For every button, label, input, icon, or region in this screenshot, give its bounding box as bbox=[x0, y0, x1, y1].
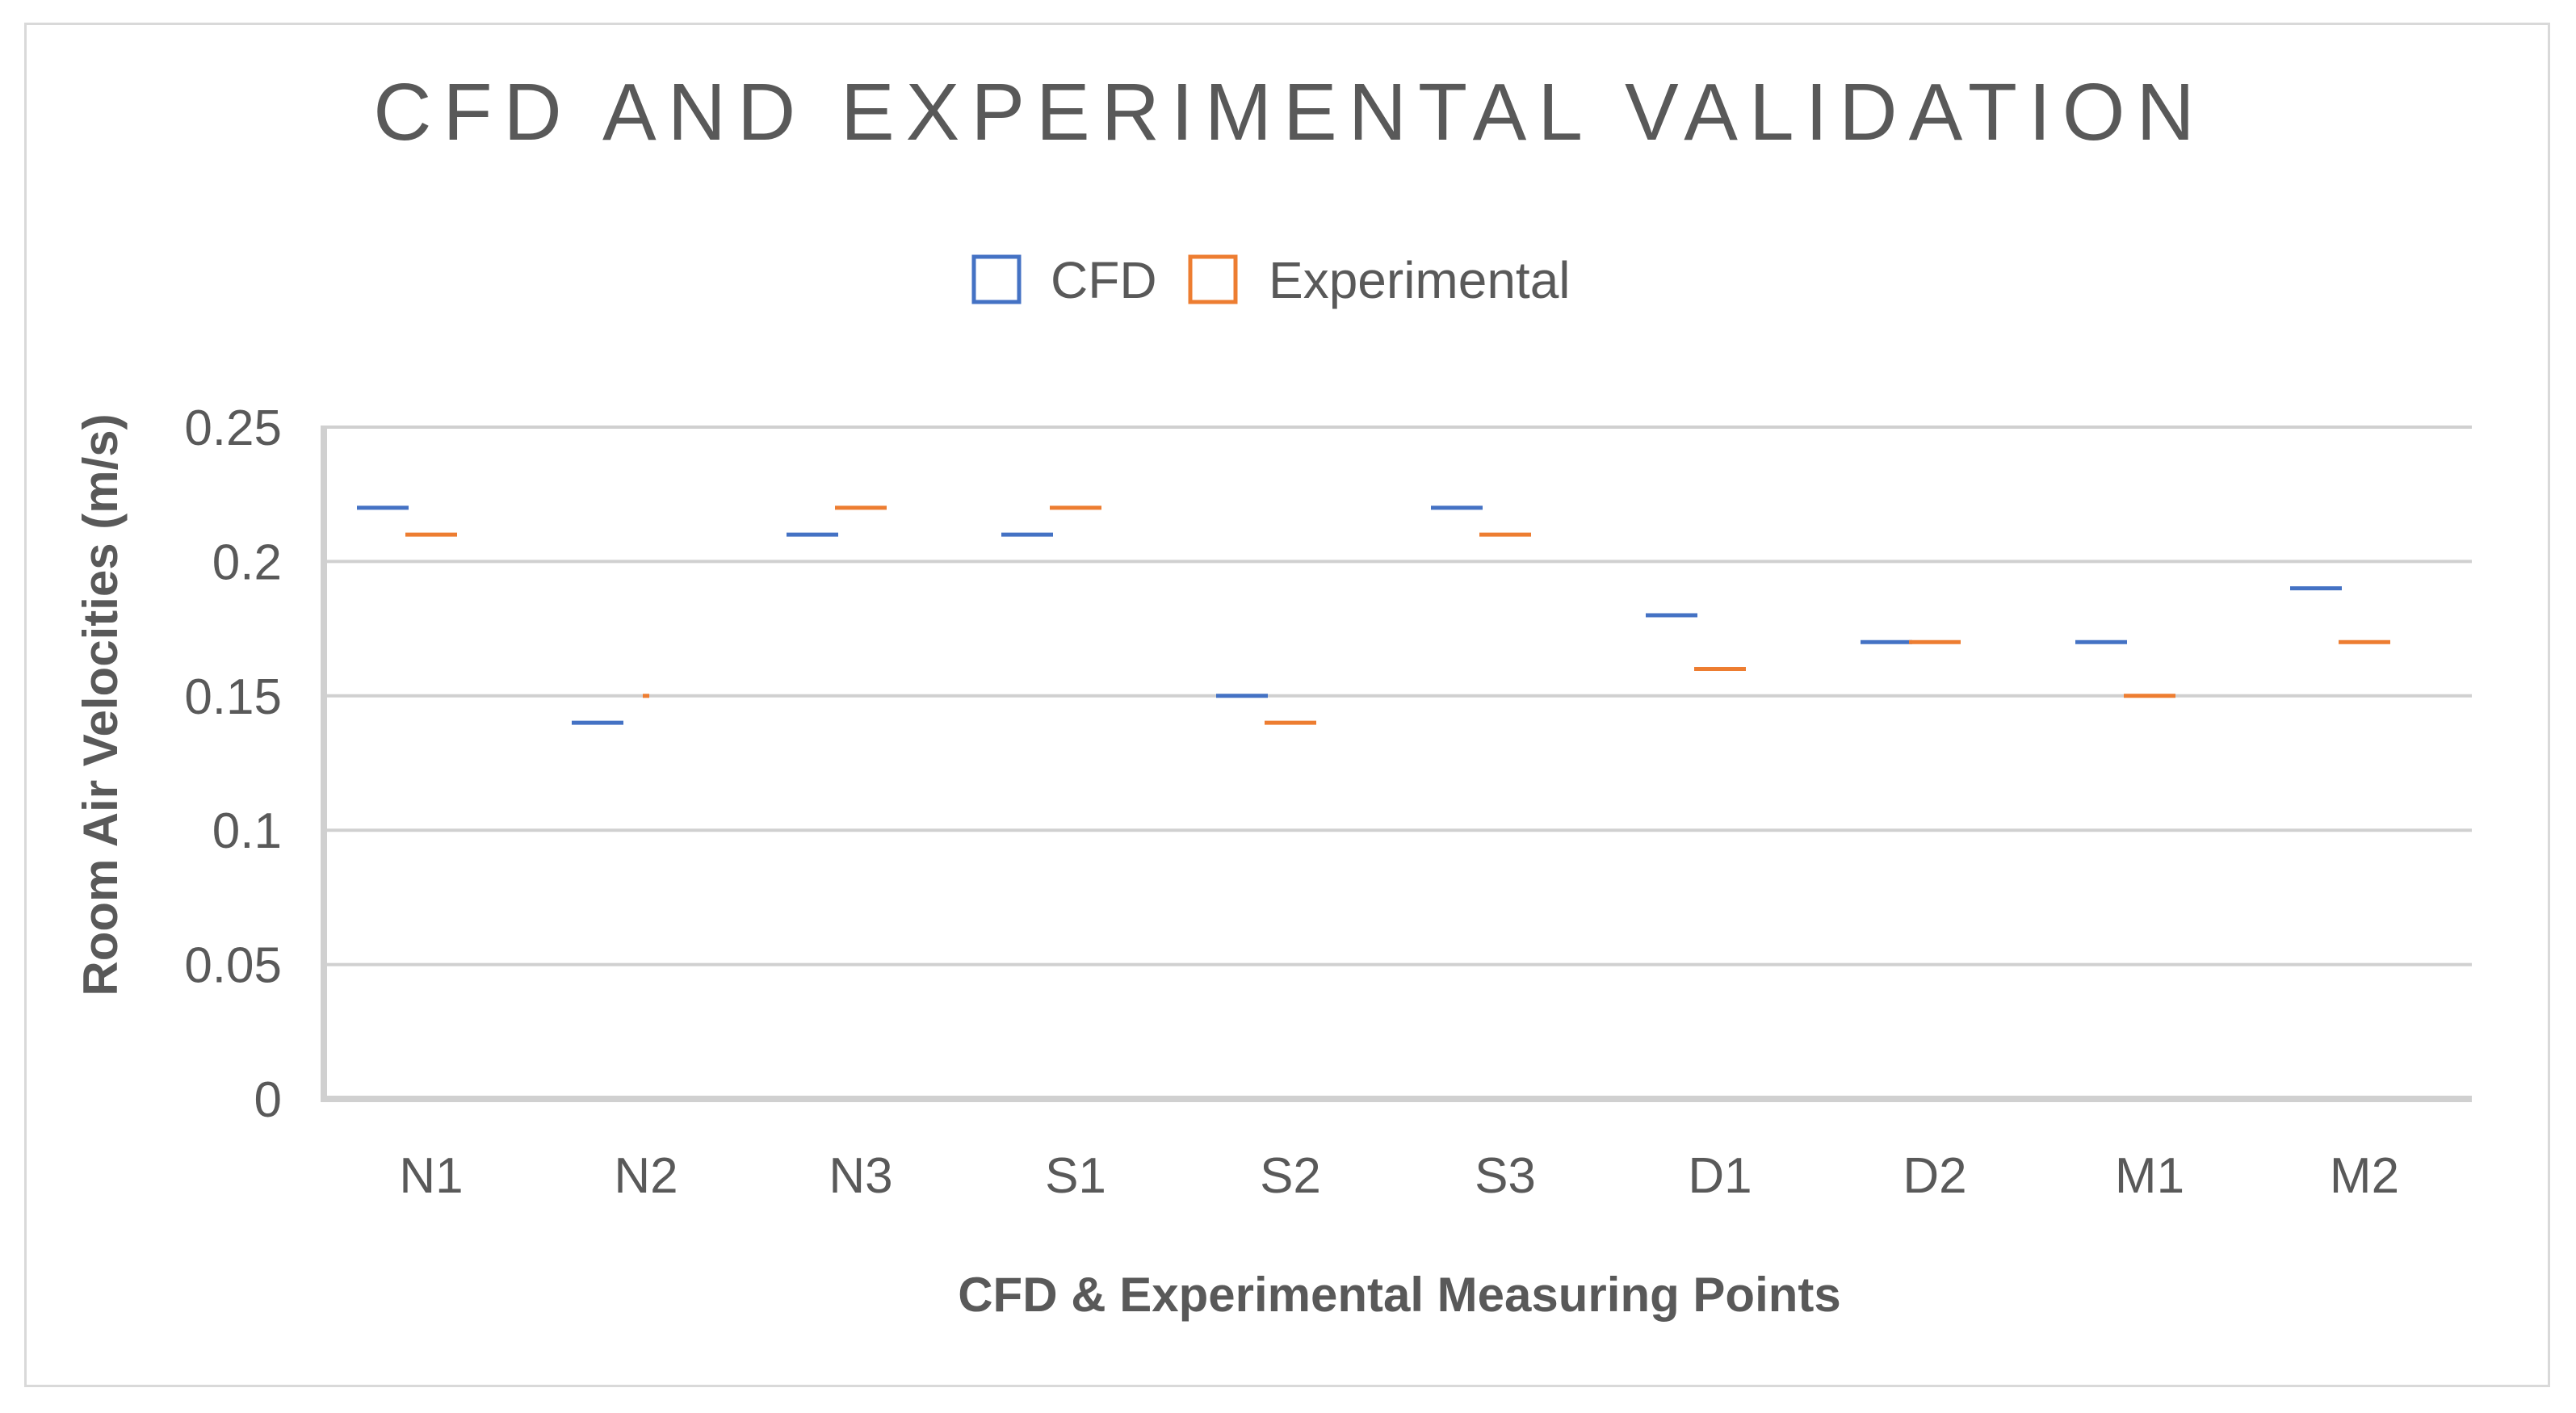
legend-swatch-cfd bbox=[971, 254, 1022, 304]
axes bbox=[321, 426, 2472, 1102]
y-tick-label-5: 0.25 bbox=[184, 400, 282, 456]
x-tick-label-n1: N1 bbox=[399, 1148, 463, 1204]
x-tick-label-n2: N2 bbox=[614, 1148, 678, 1204]
chart-svg: CFD AND EXPERIMENTAL VALIDATION CFD Expe… bbox=[73, 67, 2472, 1322]
y-tick-label-0: 0 bbox=[254, 1072, 282, 1128]
x-tick-label-d1: D1 bbox=[1688, 1148, 1752, 1204]
x-tick-labels: N1 N2 N3 S1 S2 S3 D1 D2 M1 M2 bbox=[399, 1148, 2399, 1204]
legend-label-experimental: Experimental bbox=[1269, 251, 1571, 309]
chart-frame: CFD AND EXPERIMENTAL VALIDATION CFD Expe… bbox=[24, 23, 2550, 1387]
data-marks bbox=[357, 505, 2390, 725]
gridlines bbox=[324, 426, 2472, 966]
y-axis-title: Room Air Velocities (m/s) bbox=[73, 413, 128, 996]
x-axis-title: CFD & Experimental Measuring Points bbox=[958, 1268, 1841, 1322]
y-tick-label-1: 0.05 bbox=[184, 938, 282, 994]
legend: CFD Experimental bbox=[971, 251, 1571, 309]
x-tick-label-m1: M1 bbox=[2115, 1148, 2184, 1204]
x-tick-label-n3: N3 bbox=[829, 1148, 892, 1204]
x-tick-label-d2: D2 bbox=[1903, 1148, 1966, 1204]
legend-label-cfd: CFD bbox=[1051, 251, 1157, 309]
legend-swatch-experimental bbox=[1188, 254, 1238, 304]
y-tick-label-2: 0.1 bbox=[212, 803, 282, 859]
chart-title: CFD AND EXPERIMENTAL VALIDATION bbox=[373, 67, 2206, 157]
x-tick-label-s2: S2 bbox=[1260, 1148, 1321, 1204]
x-tick-label-m2: M2 bbox=[2330, 1148, 2399, 1204]
y-tick-label-3: 0.15 bbox=[184, 669, 282, 725]
x-tick-label-s3: S3 bbox=[1475, 1148, 1536, 1204]
y-tick-label-4: 0.2 bbox=[212, 535, 282, 590]
x-tick-label-s1: S1 bbox=[1045, 1148, 1106, 1204]
y-tick-labels: 0 0.05 0.1 0.15 0.2 0.25 bbox=[184, 400, 282, 1128]
